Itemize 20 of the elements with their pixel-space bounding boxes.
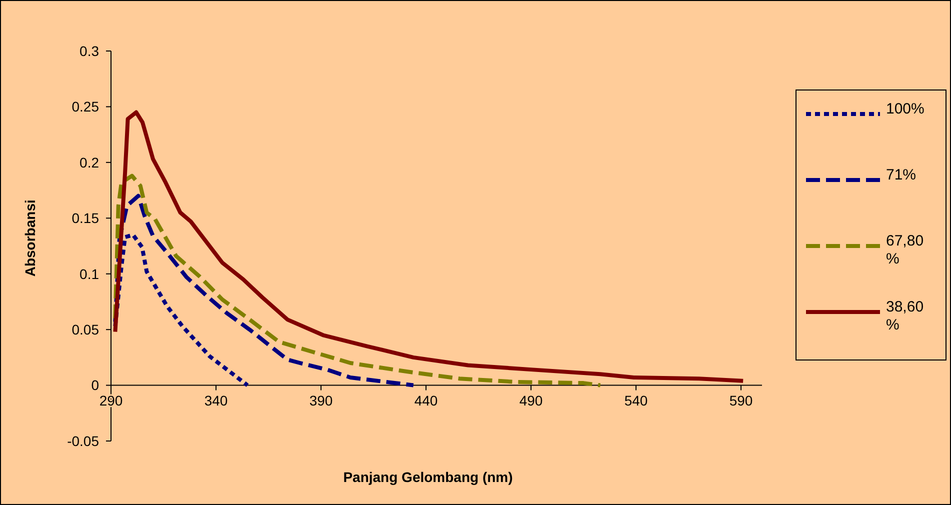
y-axis-title: Absorbansi [22, 200, 38, 277]
x-tick-label: 540 [624, 392, 648, 408]
x-tick-label: 390 [309, 392, 333, 408]
x-tick-label: 590 [729, 392, 753, 408]
y-tick-label: 0.05 [72, 321, 100, 338]
x-tick-label: 490 [519, 392, 543, 408]
y-tick-label: 0 [91, 377, 100, 394]
y-tick-label: 0.15 [72, 210, 100, 226]
y-tick-label: -0.05 [67, 432, 100, 449]
y-tick-label: 0.25 [72, 98, 100, 115]
y-tick-label: 0.1 [80, 266, 100, 282]
y-tick-label: 0.2 [80, 154, 100, 170]
x-tick-label: 340 [204, 392, 228, 408]
legend-label: 71% [886, 166, 916, 184]
legend-label: 67,80% [886, 232, 924, 268]
legend-label: 38,60% [886, 298, 924, 334]
legend-label: 100% [886, 100, 924, 118]
x-tick-label: 440 [414, 392, 438, 408]
x-axis-title: Panjang Gelombang (nm) [343, 469, 513, 485]
y-tick-label: 0.3 [80, 42, 100, 59]
